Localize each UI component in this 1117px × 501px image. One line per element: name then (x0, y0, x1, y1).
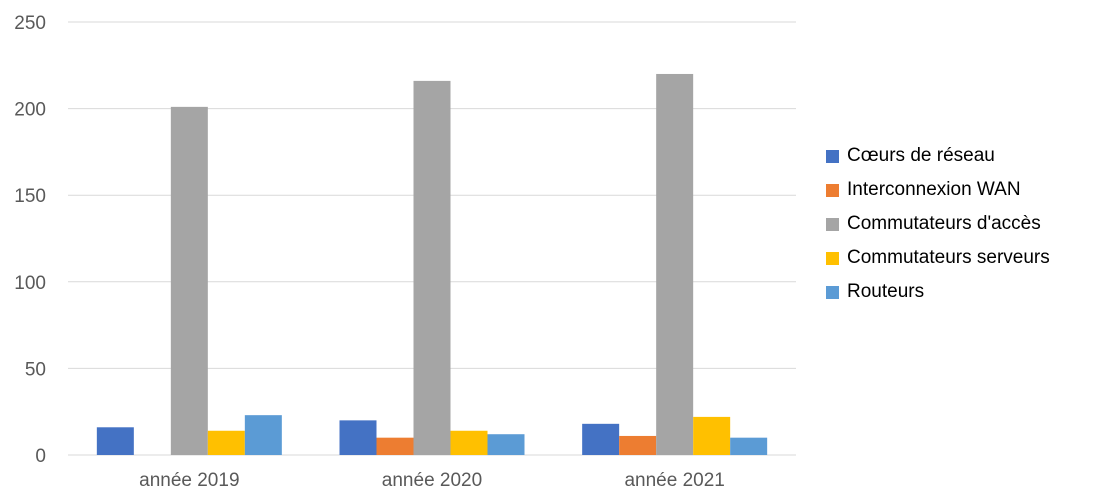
legend-label: Commutateurs d'accès (847, 213, 1041, 234)
legend-item: Routeurs (826, 276, 1050, 308)
legend-label: Commutateurs serveurs (847, 247, 1050, 268)
legend-item: Commutateurs serveurs (826, 242, 1050, 274)
y-tick-label: 200 (14, 100, 46, 121)
bar (693, 416, 731, 455)
bar (413, 80, 451, 455)
legend-label: Cœurs de réseau (847, 145, 995, 166)
bar (339, 420, 377, 455)
legend-swatch (826, 149, 839, 163)
y-tick-label: 250 (14, 13, 46, 34)
bar (207, 430, 245, 455)
x-tick-label: année 2020 (382, 470, 482, 491)
legend-swatch (826, 285, 839, 299)
bar (170, 106, 208, 456)
bar (244, 415, 282, 455)
bar (376, 437, 414, 455)
bar (96, 427, 134, 455)
legend-item: Interconnexion WAN (826, 174, 1050, 206)
x-tick-label: année 2019 (139, 470, 239, 491)
y-tick-label: 150 (14, 186, 46, 207)
bar (582, 423, 620, 455)
y-tick-label: 50 (25, 359, 46, 380)
legend-swatch (826, 183, 839, 197)
y-tick-label: 100 (14, 273, 46, 294)
legend-item: Cœurs de réseau (826, 140, 1050, 172)
bar (450, 430, 488, 455)
x-tick-label: année 2021 (624, 470, 724, 491)
legend-label: Interconnexion WAN (847, 179, 1021, 200)
legend-item: Commutateurs d'accès (826, 208, 1050, 240)
bar (730, 437, 768, 455)
chart-legend: Cœurs de réseau Interconnexion WAN Commuta… (826, 140, 1050, 310)
bar (656, 73, 694, 456)
y-tick-label: 0 (35, 446, 46, 467)
legend-swatch (826, 251, 839, 265)
legend-label: Routeurs (847, 281, 925, 302)
bar (487, 434, 525, 455)
legend-swatch (826, 217, 839, 231)
bar (619, 435, 657, 455)
